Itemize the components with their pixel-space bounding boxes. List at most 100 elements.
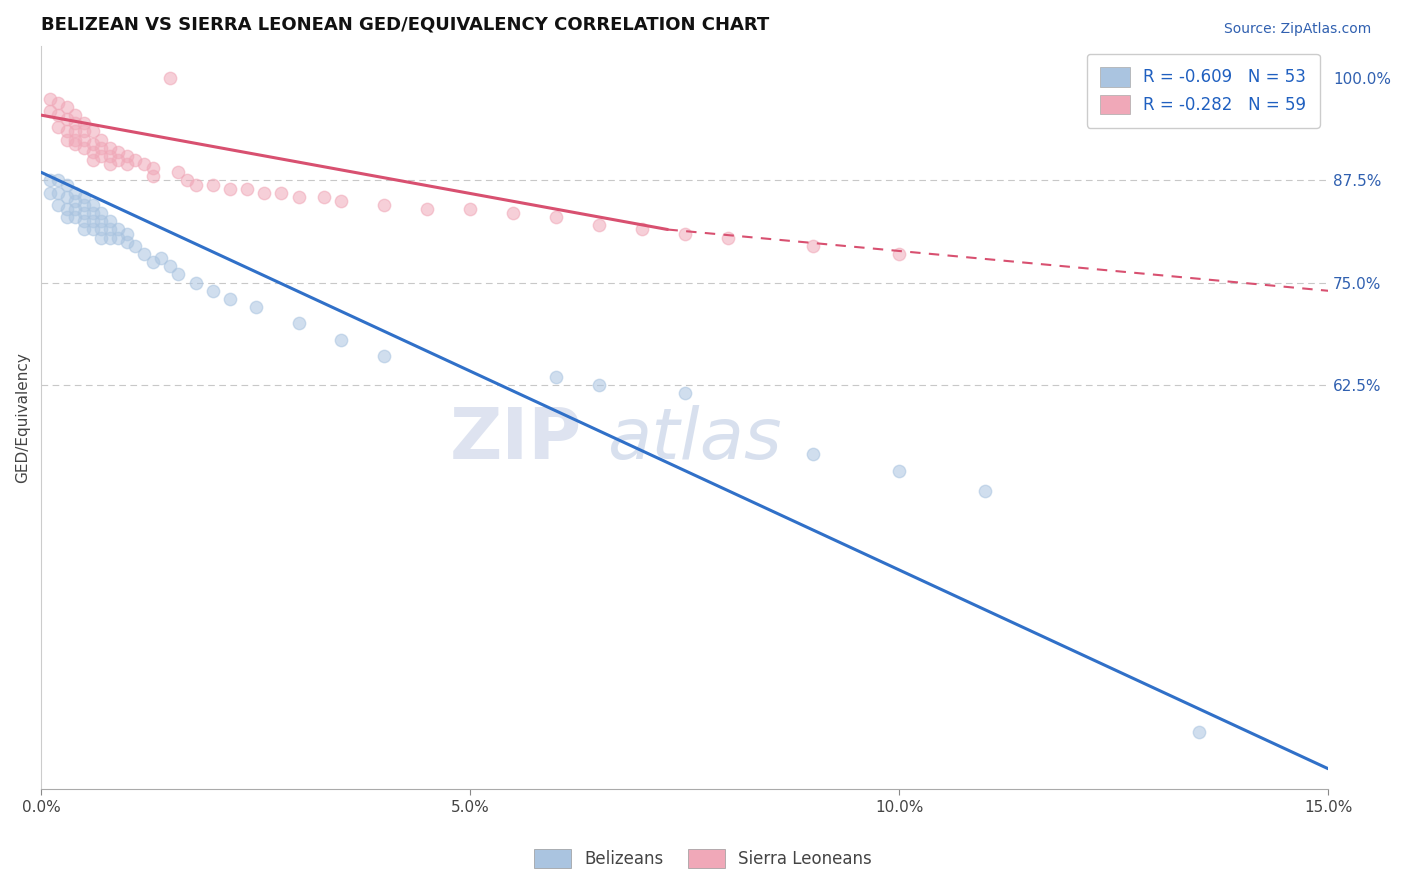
Point [142,161,165,176]
Point [287,190,309,204]
Point [115,235,138,249]
Point [887,463,910,477]
Point [416,202,439,216]
Point [56,190,79,204]
Point [82,145,104,159]
Point [142,255,165,269]
Point [201,178,224,192]
Point [65,211,87,225]
Point [801,447,824,461]
Point [373,198,395,212]
Text: Source: ZipAtlas.com: Source: ZipAtlas.com [1223,22,1371,37]
Legend: Belizeans, Sierra Leoneans: Belizeans, Sierra Leoneans [527,842,879,875]
Point [314,190,336,204]
Point [184,178,207,192]
Point [124,239,146,253]
Y-axis label: GED/Equivalency: GED/Equivalency [15,352,30,483]
Point [56,133,79,147]
Point [245,300,267,314]
Point [167,268,190,282]
Point [132,247,155,261]
Point [46,173,69,187]
Point [38,103,60,118]
Point [142,169,165,184]
Point [90,206,112,220]
Point [115,149,138,163]
Point [218,181,240,195]
Point [82,153,104,167]
Point [46,120,69,135]
Point [107,230,129,244]
Point [56,211,79,225]
Point [159,259,181,273]
Point [98,222,121,236]
Point [159,71,181,86]
Point [73,214,96,228]
Point [287,317,309,331]
Point [270,186,292,200]
Point [65,202,87,216]
Point [98,149,121,163]
Point [98,214,121,228]
Point [73,133,96,147]
Point [1188,725,1211,739]
Point [73,190,96,204]
Point [588,377,610,392]
Point [90,133,112,147]
Point [115,157,138,171]
Point [184,276,207,290]
Point [330,333,353,347]
Point [46,186,69,200]
Point [56,202,79,216]
Point [82,222,104,236]
Legend: R = -0.609   N = 53, R = -0.282   N = 59: R = -0.609 N = 53, R = -0.282 N = 59 [1087,54,1320,128]
Point [107,153,129,167]
Point [46,95,69,110]
Point [974,483,997,498]
Point [73,124,96,138]
Point [90,222,112,236]
Point [98,157,121,171]
Point [630,222,652,236]
Point [73,206,96,220]
Point [82,206,104,220]
Point [373,349,395,363]
Point [673,227,696,241]
Point [82,198,104,212]
Text: atlas: atlas [607,405,782,475]
Point [73,198,96,212]
Text: ZIP: ZIP [450,405,582,475]
Point [56,124,79,138]
Point [107,145,129,159]
Point [330,194,353,208]
Point [56,178,79,192]
Point [98,230,121,244]
Point [65,186,87,200]
Point [588,219,610,233]
Point [65,136,87,151]
Point [107,222,129,236]
Point [82,214,104,228]
Point [46,108,69,122]
Point [56,100,79,114]
Point [90,141,112,155]
Point [176,173,198,187]
Point [218,292,240,306]
Point [124,153,146,167]
Point [73,222,96,236]
Point [73,141,96,155]
Point [65,116,87,130]
Point [90,230,112,244]
Point [502,206,524,220]
Point [544,369,567,384]
Point [98,141,121,155]
Point [73,116,96,130]
Point [115,227,138,241]
Point [716,230,738,244]
Point [90,214,112,228]
Point [82,124,104,138]
Point [65,133,87,147]
Point [82,136,104,151]
Point [236,181,259,195]
Point [673,385,696,400]
